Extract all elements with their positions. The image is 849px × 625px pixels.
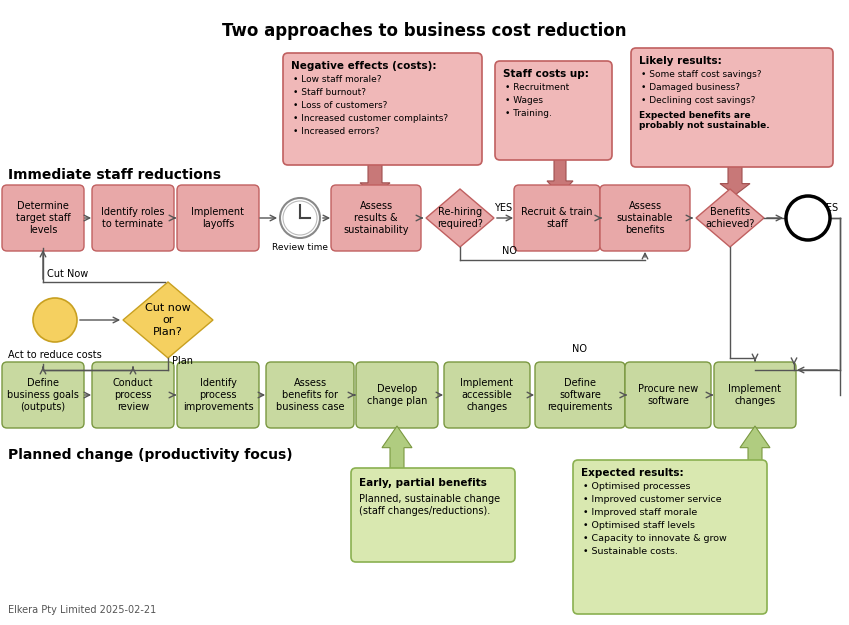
FancyArrow shape <box>720 165 750 195</box>
Text: Identify
process
improvements: Identify process improvements <box>183 378 253 412</box>
Text: Implement
changes: Implement changes <box>728 384 781 406</box>
Text: • Declining cost savings?: • Declining cost savings? <box>641 96 756 105</box>
Polygon shape <box>123 282 213 358</box>
Text: • Optimised staff levels: • Optimised staff levels <box>583 521 695 530</box>
FancyBboxPatch shape <box>573 460 767 614</box>
Circle shape <box>786 196 830 240</box>
Text: • Sustainable costs.: • Sustainable costs. <box>583 547 678 556</box>
Text: • Low staff morale?: • Low staff morale? <box>293 75 381 84</box>
FancyArrow shape <box>740 426 770 483</box>
Text: Re-hiring
required?: Re-hiring required? <box>437 208 483 229</box>
Text: Elkera Pty Limited 2025-02-21: Elkera Pty Limited 2025-02-21 <box>8 605 156 615</box>
Text: • Recruitment: • Recruitment <box>505 83 569 92</box>
Text: • Staff burnout?: • Staff burnout? <box>293 88 366 97</box>
Text: Review time: Review time <box>272 243 328 252</box>
Text: Benefits
achieved?: Benefits achieved? <box>706 208 755 229</box>
FancyBboxPatch shape <box>2 362 84 428</box>
FancyBboxPatch shape <box>714 362 796 428</box>
Text: Plan: Plan <box>172 356 193 366</box>
Text: Implement
accessible
changes: Implement accessible changes <box>460 378 514 412</box>
FancyBboxPatch shape <box>631 48 833 167</box>
Text: Immediate staff reductions: Immediate staff reductions <box>8 168 221 182</box>
Text: • Improved customer service: • Improved customer service <box>583 495 722 504</box>
Polygon shape <box>426 189 494 247</box>
Text: Assess
benefits for
business case: Assess benefits for business case <box>276 378 344 412</box>
Circle shape <box>33 298 77 342</box>
Text: Define
software
requirements: Define software requirements <box>548 378 613 412</box>
Text: Two approaches to business cost reduction: Two approaches to business cost reductio… <box>222 22 627 40</box>
Text: YES: YES <box>820 203 838 213</box>
Polygon shape <box>696 189 764 247</box>
Text: Negative effects (costs):: Negative effects (costs): <box>291 61 436 71</box>
FancyBboxPatch shape <box>535 362 625 428</box>
FancyBboxPatch shape <box>351 468 515 562</box>
Text: Planned change (productivity focus): Planned change (productivity focus) <box>8 448 293 462</box>
FancyBboxPatch shape <box>495 61 612 160</box>
Text: • Training.: • Training. <box>505 109 552 118</box>
Text: Staff costs up:: Staff costs up: <box>503 69 589 79</box>
Text: NO: NO <box>503 246 518 256</box>
Text: • Loss of customers?: • Loss of customers? <box>293 101 387 110</box>
Text: • Some staff cost savings?: • Some staff cost savings? <box>641 70 762 79</box>
FancyBboxPatch shape <box>356 362 438 428</box>
FancyBboxPatch shape <box>625 362 711 428</box>
FancyBboxPatch shape <box>600 185 690 251</box>
Text: Conduct
process
review: Conduct process review <box>113 378 154 412</box>
Text: Cut Now: Cut Now <box>47 269 88 279</box>
Text: • Improved staff morale: • Improved staff morale <box>583 508 697 517</box>
Text: Assess
results &
sustainability: Assess results & sustainability <box>343 201 408 234</box>
Text: Early, partial benefits: Early, partial benefits <box>359 478 486 488</box>
Text: Implement
layoffs: Implement layoffs <box>192 208 245 229</box>
Text: • Increased errors?: • Increased errors? <box>293 127 380 136</box>
FancyBboxPatch shape <box>2 185 84 251</box>
FancyArrow shape <box>547 158 573 195</box>
Text: • Damaged business?: • Damaged business? <box>641 83 740 92</box>
FancyBboxPatch shape <box>92 362 174 428</box>
Text: Define
business goals
(outputs): Define business goals (outputs) <box>7 378 79 412</box>
Text: NO: NO <box>572 344 588 354</box>
FancyBboxPatch shape <box>514 185 600 251</box>
FancyBboxPatch shape <box>283 53 482 165</box>
Text: Expected benefits are
probably not sustainable.: Expected benefits are probably not susta… <box>639 111 770 131</box>
FancyBboxPatch shape <box>331 185 421 251</box>
FancyBboxPatch shape <box>92 185 174 251</box>
Text: Planned, sustainable change
(staff changes/reductions).: Planned, sustainable change (staff chang… <box>359 494 500 516</box>
Text: Assess
sustainable
benefits: Assess sustainable benefits <box>617 201 673 234</box>
Text: • Capacity to innovate & grow: • Capacity to innovate & grow <box>583 534 727 543</box>
Text: Likely results:: Likely results: <box>639 56 722 66</box>
FancyBboxPatch shape <box>266 362 354 428</box>
Text: Expected results:: Expected results: <box>581 468 683 478</box>
Text: Cut now
or
Plan?: Cut now or Plan? <box>145 303 191 337</box>
Text: Act to reduce costs: Act to reduce costs <box>8 350 102 360</box>
Text: Determine
target staff
levels: Determine target staff levels <box>15 201 70 234</box>
FancyArrow shape <box>360 163 390 195</box>
Circle shape <box>280 198 320 238</box>
Text: Procure new
software: Procure new software <box>638 384 698 406</box>
Text: Develop
change plan: Develop change plan <box>367 384 427 406</box>
Text: Recruit & train
staff: Recruit & train staff <box>521 208 593 229</box>
Text: • Wages: • Wages <box>505 96 543 105</box>
Circle shape <box>283 201 317 235</box>
Text: Identify roles
to terminate: Identify roles to terminate <box>101 208 165 229</box>
Text: • Optimised processes: • Optimised processes <box>583 482 690 491</box>
Text: YES: YES <box>494 203 512 213</box>
FancyBboxPatch shape <box>177 362 259 428</box>
FancyArrow shape <box>382 426 412 483</box>
FancyBboxPatch shape <box>444 362 530 428</box>
Text: • Increased customer complaints?: • Increased customer complaints? <box>293 114 448 123</box>
FancyBboxPatch shape <box>177 185 259 251</box>
